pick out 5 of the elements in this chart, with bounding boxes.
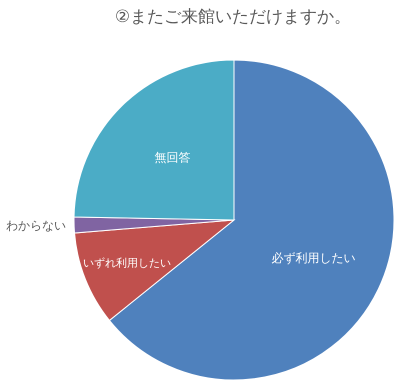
- chart-title: ②またご来館いただけますか。: [114, 7, 352, 27]
- slice-label: いずれ利用したい: [83, 256, 172, 270]
- slice-label: 必ず利用したい: [271, 251, 356, 266]
- slice-label: 無回答: [154, 150, 190, 164]
- slice-label: わからない: [6, 218, 66, 232]
